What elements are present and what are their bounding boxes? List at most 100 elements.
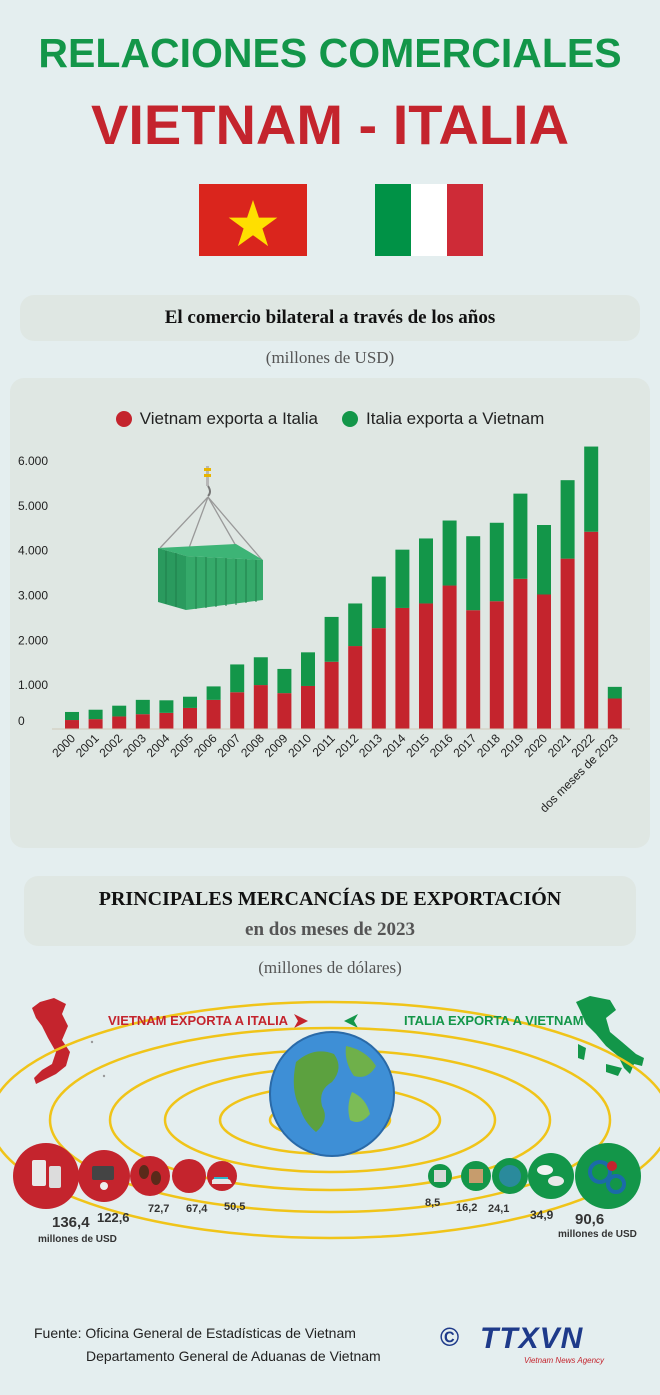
section2-unit: (millones de dólares) xyxy=(258,958,402,977)
maps-and-orbits xyxy=(0,996,660,1240)
pharma-bubble-icon xyxy=(528,1153,574,1199)
x-tick-label: 2015 xyxy=(403,731,432,760)
bar-vietnam xyxy=(371,628,386,729)
bar-italy xyxy=(301,652,315,686)
y-tick-label: 3.000 xyxy=(18,589,48,603)
value-vn-1: 136,4 xyxy=(52,1214,90,1231)
bar-italy xyxy=(489,522,504,602)
vietnam-star-icon xyxy=(228,200,278,247)
bar-vietnam xyxy=(348,646,363,729)
bar-italy xyxy=(277,668,292,694)
bar-vietnam xyxy=(65,720,79,729)
bar-vietnam xyxy=(159,712,174,729)
unit-right: millones de USD xyxy=(558,1229,637,1240)
bar-italy xyxy=(159,700,174,713)
bar-italy xyxy=(253,657,268,686)
x-tick-label: 2001 xyxy=(73,731,102,760)
section1-band: El comercio bilateral a través de los añ… xyxy=(20,295,640,341)
bar-italy xyxy=(419,538,433,604)
vietnam-flag xyxy=(199,184,307,256)
bar-italy xyxy=(537,525,551,595)
section2-heading: PRINCIPALES MERCANCÍAS DE EXPORTACIÓN xyxy=(98,888,562,910)
y-tick-label: 6.000 xyxy=(18,454,48,468)
x-tick-label: 2007 xyxy=(215,731,244,760)
bar-italy xyxy=(560,480,575,559)
title-line2: VIETNAM - ITALIA xyxy=(90,93,570,156)
value-it-5: 90,6 xyxy=(575,1211,605,1228)
bar-vietnam xyxy=(419,603,433,729)
legend-dot-italy xyxy=(342,411,358,427)
bar-italy xyxy=(584,446,599,532)
x-tick-label: 2002 xyxy=(97,731,126,760)
section1-heading: El comercio bilateral a través de los añ… xyxy=(164,307,496,328)
bar-vietnam xyxy=(206,699,221,729)
x-tick-label: 2012 xyxy=(333,731,362,760)
bar-vietnam xyxy=(301,685,315,729)
bar-italy xyxy=(466,536,481,611)
bar-italy xyxy=(135,699,150,715)
vietnam-map-icon xyxy=(32,998,106,1084)
bar-italy xyxy=(88,709,103,720)
bar-italy xyxy=(183,696,197,708)
x-tick-label: 2014 xyxy=(380,731,409,760)
bar-vietnam xyxy=(442,585,457,729)
bar-vietnam xyxy=(584,531,599,729)
bar-vietnam xyxy=(88,719,103,729)
x-tick-label: 2005 xyxy=(167,731,196,760)
y-tick-label: 0 xyxy=(18,714,25,728)
logo-subtext: Vietnam News Agency xyxy=(524,1356,605,1365)
x-tick-label: 2017 xyxy=(451,731,480,760)
bar-vietnam xyxy=(395,607,410,729)
italy-flag xyxy=(375,184,483,256)
italy-map-icon xyxy=(576,996,644,1076)
bar-italy xyxy=(230,664,245,693)
legend-label-italy: Italia exporta a Vietnam xyxy=(366,409,545,428)
value-vn-3: 72,7 xyxy=(148,1203,170,1215)
bar-vietnam xyxy=(607,698,622,729)
value-it-2: 16,2 xyxy=(456,1202,478,1214)
x-tick-label: 2016 xyxy=(427,731,456,760)
x-tick-label: 2004 xyxy=(144,731,173,760)
section2-subheading: en dos meses de 2023 xyxy=(245,919,415,940)
x-tick-label: 2008 xyxy=(238,731,267,760)
bar-vietnam xyxy=(466,610,481,729)
x-tick-label: 2009 xyxy=(262,731,291,760)
arrow-left-icon xyxy=(344,1014,358,1028)
section2-band: PRINCIPALES MERCANCÍAS DE EXPORTACIÓN en… xyxy=(24,876,636,946)
source-line1: Fuente: Oficina General de Estadísticas … xyxy=(34,1325,356,1341)
bar-vietnam xyxy=(513,578,528,729)
x-tick-label: 2003 xyxy=(120,731,149,760)
shipping-container-icon xyxy=(158,466,263,610)
y-tick-label: 1.000 xyxy=(18,678,48,692)
bar-vietnam xyxy=(277,693,292,729)
italy-export-bubbles xyxy=(428,1143,641,1209)
legend-dot-vietnam xyxy=(115,411,132,427)
bar-vietnam xyxy=(183,707,197,729)
x-tick-label: 2011 xyxy=(310,731,338,759)
y-tick-label: 4.000 xyxy=(18,544,48,558)
value-it-4: 34,9 xyxy=(530,1208,554,1222)
bar-italy xyxy=(206,686,221,700)
value-it-3: 24,1 xyxy=(488,1203,510,1215)
x-tick-label: 2020 xyxy=(521,731,550,760)
x-tick-label: 2021 xyxy=(545,731,574,760)
bar-vietnam xyxy=(489,601,504,729)
section1-unit: (millones de USD) xyxy=(265,348,395,367)
bar-chart: 0 1.000 2.000 3.000 4.000 5.000 6.000 20002001… xyxy=(18,446,630,815)
unit-left: millones de USD xyxy=(38,1234,117,1245)
title-line1: RELACIONES COMERCIALES xyxy=(38,30,622,76)
x-tick-label: 2000 xyxy=(49,731,78,760)
value-vn-4: 67,4 xyxy=(186,1203,208,1215)
value-it-1: 8,5 xyxy=(425,1197,441,1209)
legend-label-vietnam: Vietnam exporta a Italia xyxy=(139,409,318,428)
bar-vietnam xyxy=(230,692,245,729)
shoes-bubble-icon xyxy=(207,1161,237,1191)
legend-item-vietnam: Vietnam exporta a Italia xyxy=(115,409,318,429)
bar-vietnam xyxy=(560,558,575,729)
bar-vietnam xyxy=(324,661,339,729)
bar-italy xyxy=(324,616,339,662)
y-tick-label: 5.000 xyxy=(18,499,48,513)
x-tick-label: 2006 xyxy=(191,731,220,760)
bar-italy xyxy=(442,520,457,586)
bar-italy xyxy=(112,705,127,717)
